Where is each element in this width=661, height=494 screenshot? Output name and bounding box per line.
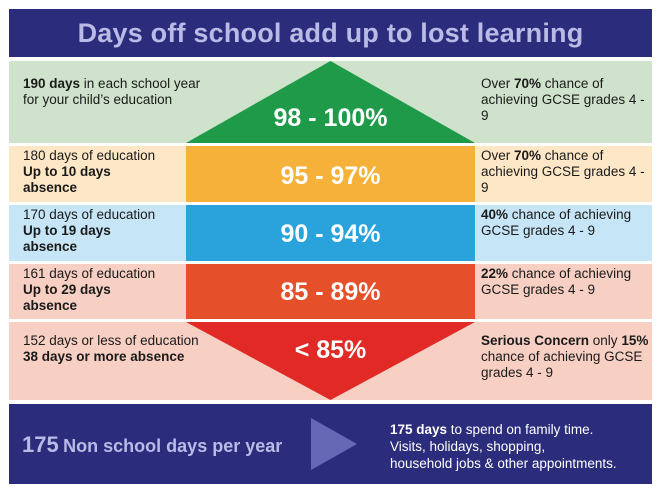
- row-2-right-bold: 70%: [514, 148, 542, 163]
- family-time-line2: Visits, holidays, shopping,: [390, 439, 546, 454]
- row-5-left-text: 152 days or less of education 38 days or…: [23, 333, 213, 365]
- row-1-right-prefix: Over: [481, 76, 515, 91]
- range-label: 85 - 89%: [280, 278, 381, 306]
- range-label: 98 - 100%: [273, 104, 388, 132]
- non-school-days-heading: 175 Non school days per year: [22, 432, 282, 458]
- row-3-right-bold: 40%: [481, 207, 509, 222]
- non-school-days-text: Non school days per year: [63, 436, 283, 456]
- row-5-right-mid: only: [589, 333, 622, 348]
- range-label: < 85%: [294, 336, 367, 364]
- row-5-right-suffix: chance of achieving GCSE grades 4 - 9: [481, 349, 643, 380]
- row-3-right-text: 40% chance of achieving GCSE grades 4 - …: [481, 207, 651, 239]
- row-4-left-line1: 161 days of education: [23, 266, 156, 281]
- row-1-right-suffix: chance of achieving GCSE grades 4 - 9: [481, 76, 645, 123]
- row-4-left-text: 161 days of education Up to 29 days abse…: [23, 266, 203, 314]
- orange-block: [186, 146, 475, 202]
- row-1-right-bold: 70%: [514, 76, 542, 91]
- red-orange-block: [186, 264, 475, 319]
- family-time-text: 175 days to spend on family time. Visits…: [390, 421, 648, 472]
- row-3-left-text: 170 days of education Up to 19 days abse…: [23, 207, 203, 255]
- row-2-right-suffix: chance of achieving GCSE grades 4 - 9: [481, 148, 645, 195]
- row-5-left-bold: 38 days or more absence: [23, 349, 185, 364]
- row-1-right-text: Over 70% chance of achieving GCSE grades…: [481, 76, 651, 124]
- row-3-right-suffix: chance of achieving GCSE grades 4 - 9: [481, 207, 632, 238]
- family-time-bold: 175 days: [390, 422, 448, 437]
- row-4-left-bold: Up to 29 days absence: [23, 282, 111, 313]
- arrow-icon: [311, 418, 357, 470]
- row-1-left-text: 190 days in each school year for your ch…: [23, 76, 203, 108]
- row-4-right-bold: 22%: [481, 266, 509, 281]
- row-5-right-bold2: 15%: [621, 333, 649, 348]
- red-triangle: [186, 322, 475, 400]
- family-time-line1: to spend on family time.: [447, 422, 594, 437]
- row-5-right-text: Serious Concern only 15% chance of achie…: [481, 333, 651, 381]
- row-2-left-line1: 180 days of education: [23, 148, 156, 163]
- row-4-right-suffix: chance of achieving GCSE grades 4 - 9: [481, 266, 632, 297]
- family-time-line3: household jobs & other appointments.: [390, 456, 617, 471]
- blue-block: [186, 205, 475, 261]
- row-2-right-prefix: Over: [481, 148, 515, 163]
- non-school-days-number: 175: [22, 432, 59, 457]
- row-5-right-bold1: Serious Concern: [481, 333, 590, 348]
- page-title: Days off school add up to lost learning: [9, 9, 652, 57]
- green-triangle: [186, 61, 475, 143]
- row-2-right-text: Over 70% chance of achieving GCSE grades…: [481, 148, 651, 196]
- row-2-left-text: 180 days of education Up to 10 days abse…: [23, 148, 203, 196]
- range-label: 95 - 97%: [280, 162, 381, 190]
- row-1-left-bold: 190 days: [23, 76, 81, 91]
- row-3-left-bold: Up to 19 days absence: [23, 223, 111, 254]
- row-2-left-bold: Up to 10 days absence: [23, 164, 111, 195]
- row-1-left-normal: in each school year for your child’s edu…: [23, 76, 201, 107]
- row-4-right-text: 22% chance of achieving GCSE grades 4 - …: [481, 266, 651, 298]
- range-label: 90 - 94%: [280, 220, 381, 248]
- row-5-left-line1: 152 days or less of education: [23, 333, 199, 348]
- row-3-left-line1: 170 days of education: [23, 207, 156, 222]
